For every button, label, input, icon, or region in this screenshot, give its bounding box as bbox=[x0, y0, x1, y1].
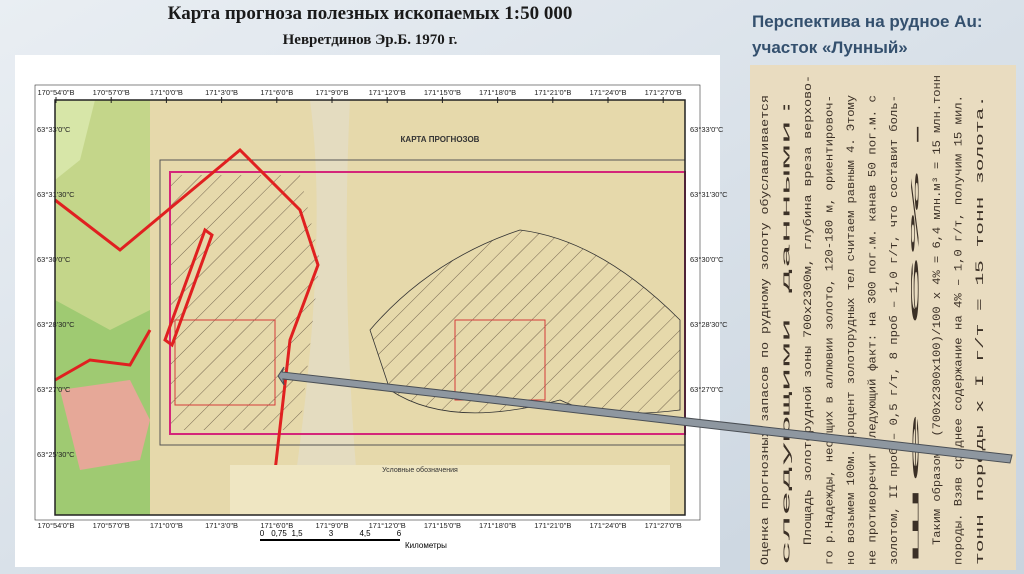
lon-label: 171°24'0"В bbox=[589, 521, 626, 530]
lon-label: 170°54'0"В bbox=[37, 521, 74, 530]
lon-label: 171°27'0"В bbox=[645, 88, 682, 97]
document-line: Оценка прогнозных запасов по рудному зол… bbox=[759, 95, 772, 565]
lat-label: 63°31'30"С bbox=[690, 190, 728, 199]
lon-label: 171°6'0"В bbox=[260, 521, 293, 530]
document-line: Площадь золоторудной зоны 700х2300м, глу… bbox=[802, 75, 815, 545]
document-line: го р.Надежды, несущих в аллювии золото, … bbox=[825, 95, 837, 565]
geology-zone bbox=[290, 100, 360, 515]
lon-label: 171°0'0"В bbox=[150, 521, 183, 530]
side-heading: Перспектива на рудное Au: bbox=[752, 12, 983, 31]
forecast-area bbox=[170, 175, 320, 430]
document-line: не противоречит следующий факт: на 300 п… bbox=[867, 95, 880, 565]
document-line: Таким образом: (700х2300х100)/100 х 4% =… bbox=[931, 75, 944, 545]
lon-label: 171°0'0"В bbox=[150, 88, 183, 97]
map-frame bbox=[34, 84, 701, 521]
lon-label: 171°15'0"В bbox=[424, 88, 461, 97]
document-line: тонн породы х I г/т = 15 тонн золота. bbox=[975, 95, 987, 565]
legend-box bbox=[230, 465, 670, 515]
lon-label: 171°12'0"В bbox=[369, 88, 406, 97]
geology-zone bbox=[55, 100, 95, 180]
lon-label: 171°9'0"В bbox=[316, 521, 349, 530]
boundary-line bbox=[163, 227, 214, 348]
lon-label: 170°54'0"В bbox=[37, 88, 74, 97]
document-text: Оценка прогнозных запасов по рудному зол… bbox=[759, 75, 987, 565]
lon-label: 171°21'0"В bbox=[534, 521, 571, 530]
map: КАРТА ПРОГНОЗОВ Условные обозначения Кил… bbox=[15, 55, 728, 567]
lon-label: 170°57'0"В bbox=[93, 521, 130, 530]
boundary-line bbox=[54, 329, 152, 382]
lon-label: 171°21'0"В bbox=[534, 88, 571, 97]
lon-label: 171°12'0"В bbox=[369, 521, 406, 530]
scale-label: 0,75 bbox=[271, 529, 287, 538]
scale-label: 0 bbox=[260, 529, 265, 538]
lat-label: 63°33'0"С bbox=[690, 125, 724, 134]
document-line: но возьмем 100м. Процент золоторудных те… bbox=[846, 95, 858, 565]
lon-label: 171°3'0"В bbox=[205, 88, 238, 97]
document-line: золотом, II проб – 0,5 г/т, 8 проб – 1,0… bbox=[888, 95, 901, 565]
lon-label: 171°3'0"В bbox=[205, 521, 238, 530]
side-heading: участок «Лунный» bbox=[752, 38, 908, 57]
lat-label: 63°27'0"С bbox=[37, 385, 71, 394]
forecast-area bbox=[369, 229, 681, 414]
lon-label: 171°27'0"В bbox=[645, 521, 682, 530]
geology-zone bbox=[60, 380, 150, 470]
scale-label: 4,5 bbox=[359, 529, 371, 538]
scale-unit: Километры bbox=[405, 541, 447, 550]
document-scan bbox=[750, 65, 1016, 570]
pointer-arrow bbox=[277, 366, 1013, 464]
lon-label: 171°15'0"В bbox=[424, 521, 461, 530]
scale-label: 1,5 bbox=[291, 529, 303, 538]
lat-label: 63°30'0"С bbox=[37, 255, 71, 264]
lat-label: 63°31'30"С bbox=[37, 190, 75, 199]
lon-label: 171°18'0"В bbox=[479, 88, 516, 97]
scale-label: 6 bbox=[397, 529, 402, 538]
document-line: следующими данными: bbox=[782, 95, 794, 565]
lon-label: 171°9'0"В bbox=[316, 88, 349, 97]
lat-label: 63°28'30"С bbox=[37, 320, 75, 329]
subtitle: Невретдинов Эр.Б. 1970 г. bbox=[283, 32, 458, 48]
lat-label: 63°27'0"С bbox=[690, 385, 724, 394]
title: Карта прогноза полезных ископаемых 1:50 … bbox=[168, 3, 573, 24]
lon-label: 171°18'0"В bbox=[479, 521, 516, 530]
scale-label: 3 bbox=[329, 529, 334, 538]
lat-label: 63°30'0"С bbox=[690, 255, 724, 264]
lon-label: 171°6'0"В bbox=[260, 88, 293, 97]
lon-label: 171°24'0"В bbox=[589, 88, 626, 97]
boundary-line bbox=[54, 147, 320, 516]
map-inner-title: КАРТА ПРОГНОЗОВ bbox=[401, 135, 480, 144]
target-box bbox=[174, 319, 276, 406]
legend-title: Условные обозначения bbox=[382, 466, 458, 474]
lon-label: 170°57'0"В bbox=[93, 88, 130, 97]
document-line: породы. Взяв среднее содержание на 4% – … bbox=[954, 95, 966, 565]
map-neatline bbox=[54, 99, 686, 516]
lat-label: 63°25'30"С bbox=[37, 450, 75, 459]
lat-label: 63°33'0"С bbox=[37, 125, 71, 134]
lat-label: 63°28'30"С bbox=[690, 320, 728, 329]
document-line: ше 6%. bbox=[911, 95, 923, 565]
